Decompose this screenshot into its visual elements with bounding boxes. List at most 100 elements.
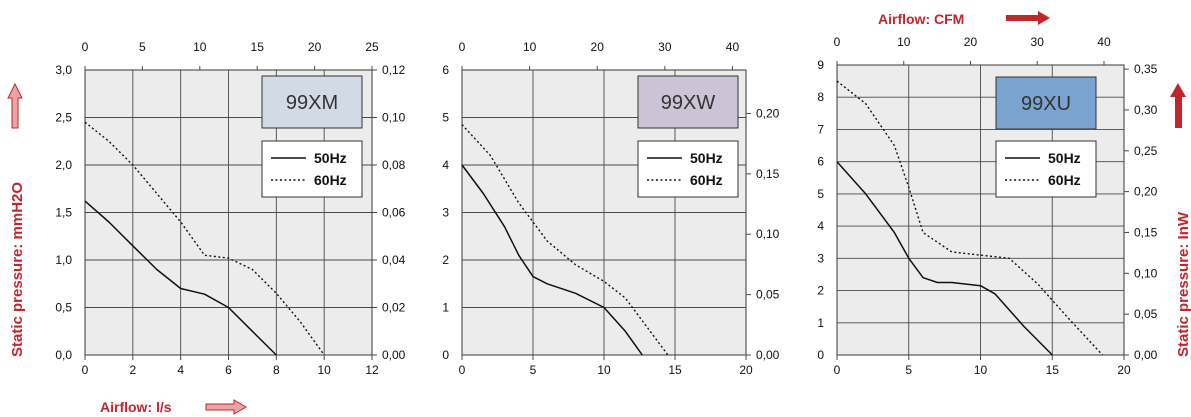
y-left-tick-label: 3 xyxy=(442,206,449,220)
plot-frame xyxy=(461,69,747,356)
legend-label: 60Hz xyxy=(1048,172,1081,188)
y-right-tick-label: 0,05 xyxy=(756,288,780,302)
x-bottom-tick-label: 8 xyxy=(273,363,280,377)
legend-label: 60Hz xyxy=(690,172,723,188)
model-title: 99XW xyxy=(661,92,716,114)
x-bottom-tick-label: 0 xyxy=(82,363,89,377)
x-bottom-tick-label: 15 xyxy=(1046,363,1060,377)
x-bottom-tick-label: 0 xyxy=(834,363,841,377)
series-line-60hz xyxy=(461,124,669,356)
y-right-tick-label: 0,30 xyxy=(1134,103,1158,117)
x-top-tick-label: 15 xyxy=(251,40,265,54)
y-left-tick-label: 1,5 xyxy=(55,206,72,220)
y-left-tick-label: 2,0 xyxy=(55,158,72,172)
x-top-tick-label: 0 xyxy=(834,35,841,49)
y-right-tick-label: 0,10 xyxy=(756,227,780,241)
x-top-tick-label: 0 xyxy=(459,40,466,54)
x-top-tick-label: 10 xyxy=(897,35,911,49)
plot-frame xyxy=(836,64,1125,356)
y-left-tick-label: 3,0 xyxy=(55,63,72,77)
x-bottom-tick-label: 10 xyxy=(317,363,331,377)
y-right-tick-label: 0,15 xyxy=(1134,225,1158,239)
charts-group: 0 2 4 6 8 10 120,00,51,01,52,02,53,00 5 10 15 20 25… xyxy=(55,35,1157,377)
y-right-tick-label: 0,35 xyxy=(1134,62,1158,76)
y-right-tick-label: 0,00 xyxy=(1134,348,1158,362)
chart-0: 0 2 4 6 8 10 12 0,0 0,5 1,0 1,5 2,0 2,5 3,0 0 5 10 15 20 25… xyxy=(55,40,405,377)
x-top-tick-label: 30 xyxy=(1031,35,1045,49)
x-bottom-tick-label: 0 xyxy=(459,363,466,377)
series-line-60hz xyxy=(836,80,1104,356)
y-left-tick-label: 9 xyxy=(817,58,824,72)
model-title-box xyxy=(261,75,363,129)
series-line-50hz xyxy=(84,200,277,356)
y-left-tick-label: 0,5 xyxy=(55,301,72,315)
x-bottom-tick-label: 20 xyxy=(1117,363,1131,377)
pressure-right-arrow-icon xyxy=(1170,83,1186,128)
x-bottom-tick-label: 5 xyxy=(530,363,537,377)
y-right-tick-label: 0,20 xyxy=(1134,185,1158,199)
x-top-tick-label: 0 xyxy=(82,40,89,54)
airflow-ls-arrow-icon xyxy=(205,399,247,415)
model-title-box xyxy=(995,76,1097,130)
y-left-tick-label: 0 xyxy=(817,348,824,362)
legend-label: 50Hz xyxy=(690,150,723,166)
y-left-tick-label: 0 xyxy=(442,348,449,362)
legend-box xyxy=(637,140,739,198)
y-right-tick-label: 0,04 xyxy=(382,253,406,267)
x-top-tick-label: 20 xyxy=(308,40,322,54)
y-left-tick-label: 1,0 xyxy=(55,253,72,267)
y-right-tick-label: 0,15 xyxy=(756,167,780,181)
y-left-tick-label: 0,0 xyxy=(55,348,72,362)
static-pressure-inw-label: Static pressure: InW xyxy=(1175,211,1191,357)
airflow-cfm-label: Airflow: CFM xyxy=(878,11,964,27)
x-bottom-tick-label: 5 xyxy=(905,363,912,377)
x-bottom-tick-label: 4 xyxy=(177,363,184,377)
y-right-tick-label: 0,00 xyxy=(756,348,780,362)
series-line-60hz xyxy=(84,121,325,356)
x-top-tick-label: 20 xyxy=(591,40,605,54)
x-top-tick-label: 20 xyxy=(964,35,978,49)
y-right-tick-label: 0,02 xyxy=(382,301,406,315)
y-right-tick-label: 0,10 xyxy=(1134,266,1158,280)
airflow-ls-label: Airflow: l/s xyxy=(100,399,172,415)
legend-label: 50Hz xyxy=(1048,150,1081,166)
y-right-tick-label: 0,12 xyxy=(382,63,406,77)
y-left-tick-label: 8 xyxy=(817,90,824,104)
legend-label: 60Hz xyxy=(314,172,347,188)
y-right-tick-label: 0,25 xyxy=(1134,144,1158,158)
y-right-tick-label: 0,05 xyxy=(1134,307,1158,321)
y-left-tick-label: 1 xyxy=(817,316,824,330)
x-top-tick-label: 25 xyxy=(365,40,379,54)
y-left-tick-label: 2 xyxy=(817,284,824,298)
y-left-tick-label: 6 xyxy=(442,63,449,77)
x-bottom-tick-label: 12 xyxy=(365,363,379,377)
y-left-tick-label: 6 xyxy=(817,155,824,169)
y-right-tick-label: 0,10 xyxy=(382,111,406,125)
x-bottom-tick-label: 10 xyxy=(974,363,988,377)
legend-label: 50Hz xyxy=(314,150,347,166)
y-right-tick-label: 0,08 xyxy=(382,158,406,172)
x-top-tick-label: 40 xyxy=(1097,35,1111,49)
y-left-tick-label: 1 xyxy=(442,301,449,315)
legend-box xyxy=(995,140,1097,198)
x-bottom-tick-label: 15 xyxy=(668,363,682,377)
x-top-tick-label: 5 xyxy=(139,40,146,54)
airflow-cfm-arrow-icon xyxy=(1006,11,1050,25)
model-title: 99XM xyxy=(286,92,338,114)
model-title: 99XU xyxy=(1021,93,1071,115)
y-left-tick-label: 4 xyxy=(442,158,449,172)
model-title-box xyxy=(637,75,739,129)
x-top-tick-label: 10 xyxy=(193,40,207,54)
y-left-tick-label: 7 xyxy=(817,122,824,136)
y-left-tick-label: 2,5 xyxy=(55,111,72,125)
y-left-tick-label: 3 xyxy=(817,251,824,265)
y-left-tick-label: 5 xyxy=(817,187,824,201)
x-bottom-tick-label: 10 xyxy=(597,363,611,377)
y-left-tick-label: 4 xyxy=(817,219,824,233)
y-left-tick-label: 2 xyxy=(442,253,449,267)
y-right-tick-label: 0,06 xyxy=(382,206,406,220)
legend-box xyxy=(261,140,363,198)
x-top-tick-label: 10 xyxy=(523,40,537,54)
